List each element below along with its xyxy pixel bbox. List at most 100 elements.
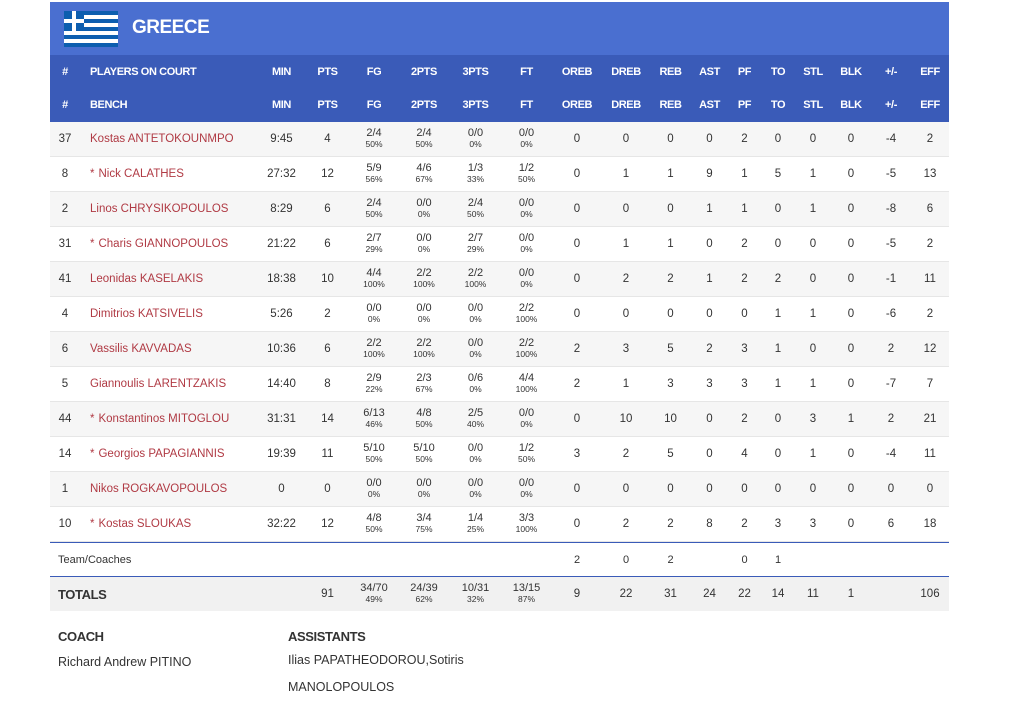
header-cell: TO [770,99,786,111]
stat-cell: -4 [885,448,897,460]
shooting-cell: 2/2 100% [398,338,450,360]
shooting-cell: 0/0 0% [398,198,450,220]
boxscore: GREECE # PLAYERS ON COURT MIN PTS FG 2PTS 3PTS… [50,2,949,611]
stat-cell: 11 [807,588,819,600]
stat-cell: 0 [667,308,674,320]
stat-cell: 0 [706,483,713,495]
shooting-cell: 2/3 67% [398,373,450,395]
stat-cell: 0 [573,273,581,285]
shooting-cell: 1/3 33% [450,163,501,185]
stat-cell: 0 [847,518,855,530]
made-attempted: 34/70 [360,582,388,594]
stat-cell: 32:22 [267,518,296,530]
shooting-cell: 1/2 50% [501,443,552,465]
stat-cell: 2 [667,273,674,285]
header-cell: +/- [885,99,897,111]
player-row: 44 * Konstantinos MITOGLOU 31:31 14 6/13 46% 4/… [50,402,949,437]
stat-cell: 0 [774,203,782,215]
stat-cell: 1 [809,203,817,215]
stat-cell: 1 [622,168,630,180]
shooting-cell: 0/0 0% [350,478,398,500]
percentage: 100% [515,314,538,324]
flag [64,11,118,47]
made-attempted: 0/0 [416,197,432,209]
percentage: 100% [413,279,435,289]
made-attempted: 0/6 [467,372,484,384]
made-attempted: 2/4 [416,127,432,139]
stat-cell: 0 [741,553,748,566]
stat-cell: 10 [664,413,677,425]
percentage: 62% [415,594,433,604]
header-cell: 2PTS [411,65,437,78]
player-row: 14 * Georgios PAPAGIANNIS 19:39 11 5/10 50% 5/1… [50,437,949,472]
header-cell: AST [699,65,720,78]
shooting-cell: 0/0 0% [398,478,450,500]
made-attempted: 0/0 [416,302,432,314]
shooting-cell: 0/0 0% [450,303,501,325]
player-name-cell: * Kostas SLOUKAS [80,518,258,530]
stat-cell: 0 [622,203,630,215]
shooting-cell: 6/13 46% [350,408,398,430]
header-cell: DREB [611,65,641,78]
stat-cell: 0 [847,308,855,320]
player-name: Kostas SLOUKAS [98,518,192,530]
stat-cell: 0 [573,518,581,530]
stat-cell: 1 [774,553,782,566]
stat-cell: 3 [573,448,581,460]
stat-cell: 0 [706,133,713,145]
assistants-block: ASSISTANTS Ilias PAPATHEODOROU,Sotiris M… [288,629,488,701]
made-attempted: 2/4 [366,127,382,139]
stat-cell: 0 [741,308,748,320]
player-name: Kostas ANTETOKOUNMPO [90,133,234,145]
percentage: 50% [517,174,535,184]
made-attempted: 5/10 [413,442,435,454]
shooting-cell: 13/15 87% [501,583,552,605]
made-attempted: 2/2 [366,337,382,349]
stat-cell: 5:26 [270,308,293,320]
header-number: # [62,99,68,111]
stat-cell: 0 [573,308,581,320]
stat-cell: 14:40 [267,378,296,390]
player-name-cell: Nikos ROGKAVOPOULOS [80,483,258,495]
percentage: 0% [367,489,381,499]
shooting-cell: 2/4 50% [398,128,450,150]
team-row: Team/Coaches 2 0 2 0 1 [50,542,949,577]
stat-cell: 5 [667,448,674,460]
row-label: TOTALS [58,586,107,602]
header-row: # BENCH MIN PTS FG 2PTS 3PTS FT OREB DREB REB AST PF… [50,88,949,122]
player-number: 2 [61,203,69,215]
percentage: 100% [363,349,385,359]
stat-cell: 2 [573,378,581,390]
player-name-cell: * Konstantinos MITOGLOU [80,413,258,425]
player-number: 10 [58,518,72,530]
made-attempted: 2/2 [518,337,535,349]
percentage: 0% [469,489,482,499]
percentage: 50% [517,454,535,464]
shooting-cell: 0/0 0% [501,128,552,150]
shooting-cell: 4/4 100% [501,373,552,395]
percentage: 0% [367,314,381,324]
made-attempted: 0/0 [366,477,382,489]
shooting-cell: 2/2 100% [501,303,552,325]
stat-cell: 31:31 [267,413,296,425]
stat-cell: 0 [667,133,674,145]
stat-cell: 0 [573,413,581,425]
player-row: 8 * Nick CALATHES 27:32 12 5/9 56% 4/6 67% 1/3 33%… [50,157,949,192]
percentage: 50% [365,209,383,219]
stat-cell: 22 [738,588,751,600]
starter-mark: * [90,518,95,530]
stat-cell: 1 [741,203,748,215]
shooting-cell: 10/31 32% [450,583,501,605]
stat-cell: 2 [741,238,748,250]
made-attempted: 4/4 [366,267,382,279]
made-attempted: 2/5 [467,407,484,419]
starter-mark: * [90,238,95,250]
percentage: 0% [469,314,482,324]
stat-cell: 0 [706,413,713,425]
header-cell: BLK [840,99,862,111]
header-cell: PF [737,99,752,111]
stat-cell: -4 [885,133,897,145]
shooting-cell: 3/4 75% [398,513,450,535]
player-name: Dimitrios KATSIVELIS [90,308,203,320]
made-attempted: 0/0 [416,232,432,244]
